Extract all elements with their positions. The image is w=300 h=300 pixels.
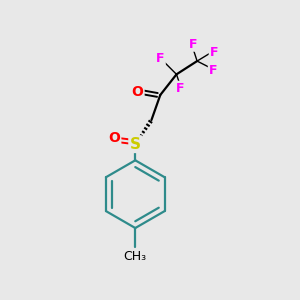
Text: F: F xyxy=(176,82,184,95)
Text: F: F xyxy=(210,46,218,59)
Text: CH₃: CH₃ xyxy=(124,250,147,262)
Text: O: O xyxy=(108,130,120,145)
Text: F: F xyxy=(188,38,197,50)
Text: S: S xyxy=(130,136,141,152)
Text: F: F xyxy=(209,64,218,77)
Text: F: F xyxy=(156,52,165,64)
Text: O: O xyxy=(131,85,143,99)
